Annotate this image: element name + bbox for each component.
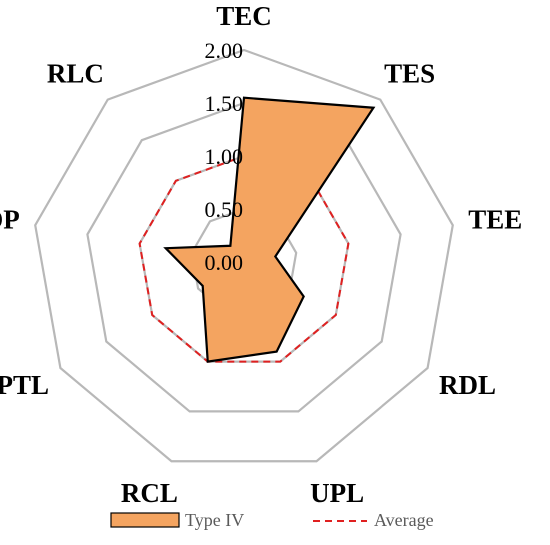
legend-label-type-iv: Type IV (185, 510, 244, 530)
category-label-tee: TEE (468, 204, 522, 234)
category-label-tec: TEC (216, 1, 272, 31)
legend: Type IV Average (110, 510, 434, 530)
category-label-rdl: RDL (439, 370, 496, 400)
series-average (138, 154, 350, 363)
category-label-top: TOP (0, 204, 20, 234)
radar-series (138, 96, 376, 363)
radial-tick-labels: 0.00 0.50 1.00 1.50 2.00 (205, 38, 244, 275)
tick-label: 2.00 (205, 38, 244, 63)
category-label-rcl: RCL (121, 478, 178, 508)
tick-label: 0.00 (205, 250, 244, 275)
grid-ring (86, 101, 402, 413)
tick-label: 1.50 (205, 91, 244, 116)
series-type-iv (163, 96, 376, 363)
category-label-tes: TES (384, 59, 435, 89)
category-label-rlc: RLC (47, 59, 104, 89)
legend-label-average: Average (374, 510, 434, 530)
tick-label: 1.00 (205, 144, 244, 169)
category-labels: TEC TES TEE RDL UPL RCL PTL TOP RLC (0, 1, 522, 508)
legend-swatch-type-iv (110, 512, 180, 528)
grid-ring (34, 48, 454, 463)
tick-label: 0.50 (205, 197, 244, 222)
category-label-ptl: PTL (0, 370, 49, 400)
category-label-upl: UPL (310, 478, 364, 508)
